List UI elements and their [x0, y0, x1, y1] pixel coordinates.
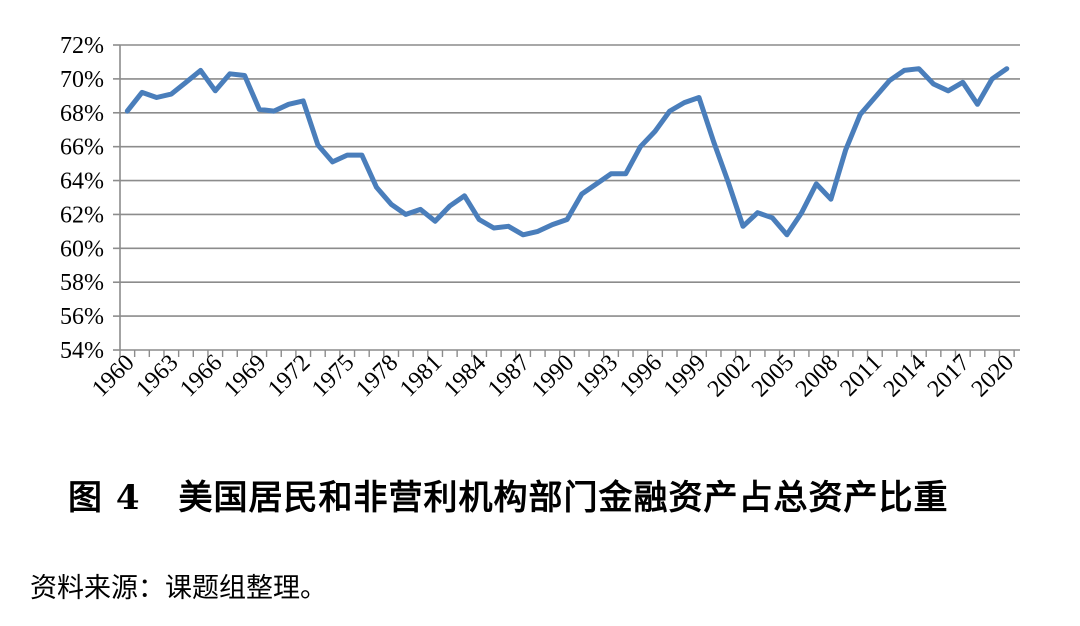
x-tick-label: 1966	[175, 350, 227, 402]
series-line	[124, 66, 1010, 238]
x-tick-label: 2014	[879, 350, 931, 402]
x-tick-label: 1972	[263, 350, 315, 402]
x-tick-label: 2020	[967, 350, 1019, 402]
x-tick-label: 1993	[571, 350, 623, 402]
y-tick-label: 54%	[60, 338, 104, 364]
x-tick-label: 2008	[791, 350, 843, 402]
axes	[113, 44, 1020, 357]
y-tick-label: 70%	[60, 67, 104, 93]
x-tick-label: 1978	[351, 350, 403, 402]
y-tick-label: 56%	[60, 304, 104, 330]
x-tick-label: 1996	[615, 350, 667, 402]
figure-caption: 图 4 美国居民和非营利机构部门金融资产占总资产比重	[68, 470, 949, 519]
source-note: 资料来源：课题组整理。	[30, 573, 327, 604]
y-tick-label: 68%	[60, 101, 104, 127]
x-tick-label: 1969	[219, 350, 271, 402]
x-tick-label: 2002	[703, 350, 755, 402]
x-tick-label: 1999	[659, 350, 711, 402]
series-line-path	[124, 66, 1010, 238]
line-chart: 54% 56% 58% 60% 62% 64% 66% 68% 70% 72% 196019631…	[60, 33, 1020, 402]
x-tick-label: 1984	[439, 350, 491, 402]
y-tick-label: 62%	[60, 202, 104, 228]
y-tick-label: 58%	[60, 270, 104, 296]
figure-title: 美国居民和非营利机构部门金融资产占总资产比重	[178, 478, 949, 518]
y-tick-label: 72%	[60, 33, 104, 59]
x-tick-label: 1990	[527, 350, 579, 402]
x-tick-label: 1987	[483, 350, 535, 402]
x-tick-label: 2005	[747, 350, 799, 402]
x-tick-label: 1963	[131, 350, 183, 402]
y-tick-label: 64%	[60, 169, 104, 195]
x-tick-label: 1981	[395, 350, 447, 402]
x-tick-label: 2011	[835, 350, 887, 402]
x-axis-tick-labels: 1960196319661969197219751978198119841987…	[87, 350, 1019, 402]
y-tick-label: 66%	[60, 135, 104, 161]
y-axis-tick-labels: 54% 56% 58% 60% 62% 64% 66% 68% 70% 72%	[60, 33, 104, 364]
figure-number: 图 4	[68, 478, 141, 518]
y-tick-label: 60%	[60, 236, 104, 262]
x-tick-label: 1975	[307, 350, 359, 402]
x-tick-label: 2017	[923, 350, 975, 402]
